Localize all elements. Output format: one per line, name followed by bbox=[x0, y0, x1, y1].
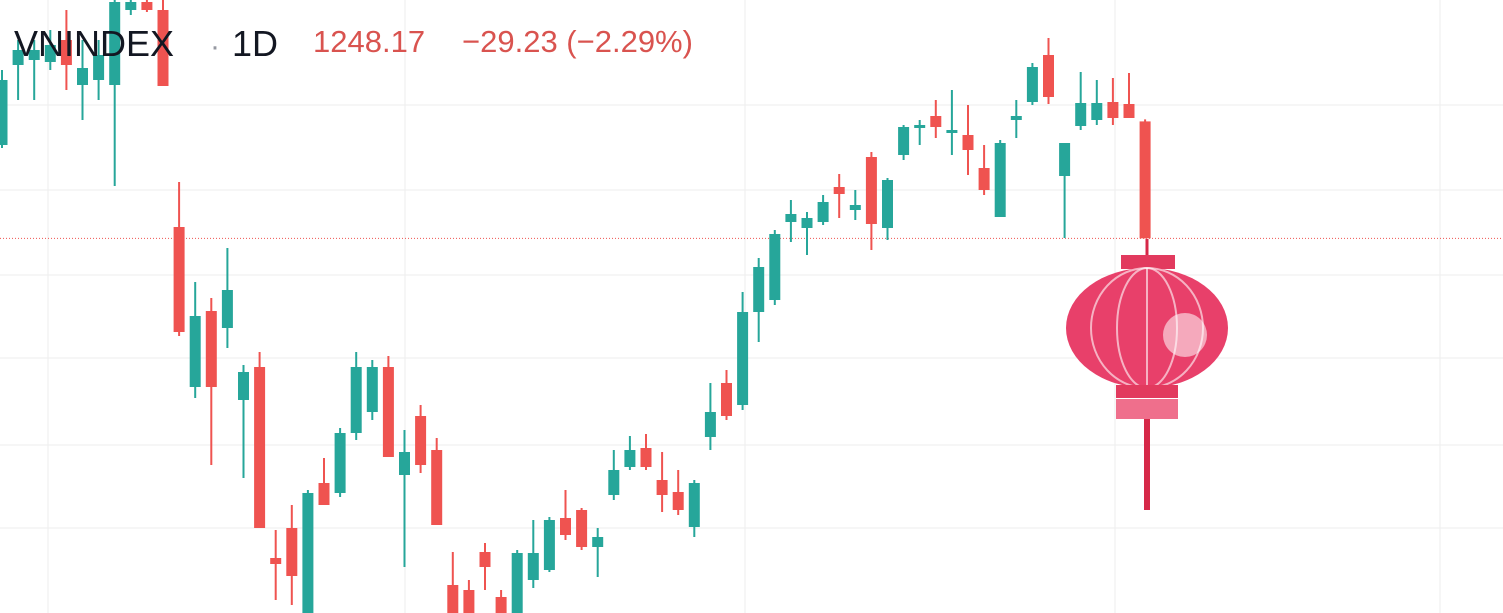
candle-body bbox=[914, 125, 926, 128]
candle-body bbox=[141, 2, 153, 10]
symbol: VNINDEX bbox=[14, 23, 174, 64]
candle-body bbox=[238, 372, 249, 400]
candle-body bbox=[60, 40, 72, 65]
lantern bbox=[1066, 239, 1228, 510]
candle-body bbox=[12, 50, 24, 65]
candle-body bbox=[1043, 55, 1054, 97]
candle-body bbox=[77, 68, 88, 85]
candle-body bbox=[978, 168, 990, 190]
candle-body bbox=[334, 433, 346, 493]
candle-body bbox=[576, 510, 588, 547]
candle-body bbox=[688, 483, 700, 527]
candle-body bbox=[785, 214, 797, 222]
candle-body bbox=[189, 316, 201, 387]
candle-body bbox=[608, 470, 620, 495]
candle-body bbox=[1010, 116, 1022, 120]
candle-body bbox=[721, 383, 732, 416]
lantern-fringe bbox=[1116, 399, 1178, 419]
candle-body bbox=[205, 311, 217, 387]
candle-body bbox=[624, 450, 636, 467]
candle-body bbox=[0, 80, 8, 145]
candle-body bbox=[1107, 102, 1119, 118]
interval: 1D bbox=[232, 23, 278, 64]
candle-body bbox=[350, 367, 362, 433]
candle-body bbox=[817, 202, 829, 222]
candles bbox=[0, 0, 1151, 613]
candle-body bbox=[882, 180, 893, 228]
candle-body bbox=[640, 448, 652, 467]
candle-body bbox=[44, 45, 56, 62]
candle-body bbox=[592, 537, 604, 547]
candle-body bbox=[511, 553, 523, 613]
candle-body bbox=[1123, 104, 1135, 118]
candle-body bbox=[173, 227, 185, 332]
candle-body bbox=[1075, 103, 1087, 126]
candle-body bbox=[270, 558, 282, 564]
candle-body bbox=[382, 367, 394, 457]
candle-body bbox=[801, 218, 813, 228]
candle-body bbox=[543, 520, 555, 570]
candle-body bbox=[946, 130, 958, 133]
candle-body bbox=[962, 135, 974, 150]
candle-body bbox=[28, 50, 40, 60]
candle-body bbox=[318, 483, 330, 505]
candle-body bbox=[93, 55, 105, 80]
candle-body bbox=[1139, 121, 1151, 239]
candle-body bbox=[302, 493, 314, 613]
candle-body bbox=[1059, 143, 1071, 176]
price-change: −29.23 (−2.29%) bbox=[462, 24, 693, 59]
candle-body bbox=[479, 552, 491, 567]
candle-body bbox=[769, 234, 781, 300]
candle-body bbox=[125, 2, 137, 10]
candle-body bbox=[463, 590, 475, 613]
candle-body bbox=[431, 450, 443, 525]
candle-body bbox=[157, 10, 169, 86]
candle-body bbox=[254, 367, 266, 528]
candle-body bbox=[753, 267, 765, 312]
candle-body bbox=[672, 492, 684, 510]
candle-body bbox=[930, 116, 942, 127]
candle-body bbox=[415, 416, 427, 465]
candle-body bbox=[495, 597, 507, 613]
lantern-glow bbox=[1163, 313, 1207, 357]
separator: · bbox=[210, 30, 220, 63]
candle-body bbox=[737, 312, 749, 405]
candle-body bbox=[366, 367, 378, 412]
candle-body bbox=[109, 2, 121, 85]
candle-body bbox=[221, 290, 233, 328]
candle-body bbox=[1026, 67, 1038, 102]
candle-body bbox=[656, 480, 668, 495]
candle-body bbox=[704, 412, 716, 437]
lantern-cap bbox=[1121, 255, 1175, 269]
candle-body bbox=[1091, 103, 1103, 120]
last-price: 1248.17 bbox=[313, 24, 425, 59]
candle-body bbox=[994, 143, 1006, 217]
candle-body bbox=[560, 518, 571, 535]
candle-body bbox=[447, 585, 459, 613]
candle-body bbox=[399, 452, 410, 475]
candle-body bbox=[286, 528, 298, 576]
candle-body bbox=[898, 127, 910, 155]
candle-body bbox=[849, 205, 861, 210]
candle-body bbox=[865, 157, 877, 224]
candle-body bbox=[527, 553, 539, 580]
candle-body bbox=[833, 187, 845, 194]
lantern-base bbox=[1116, 385, 1178, 398]
